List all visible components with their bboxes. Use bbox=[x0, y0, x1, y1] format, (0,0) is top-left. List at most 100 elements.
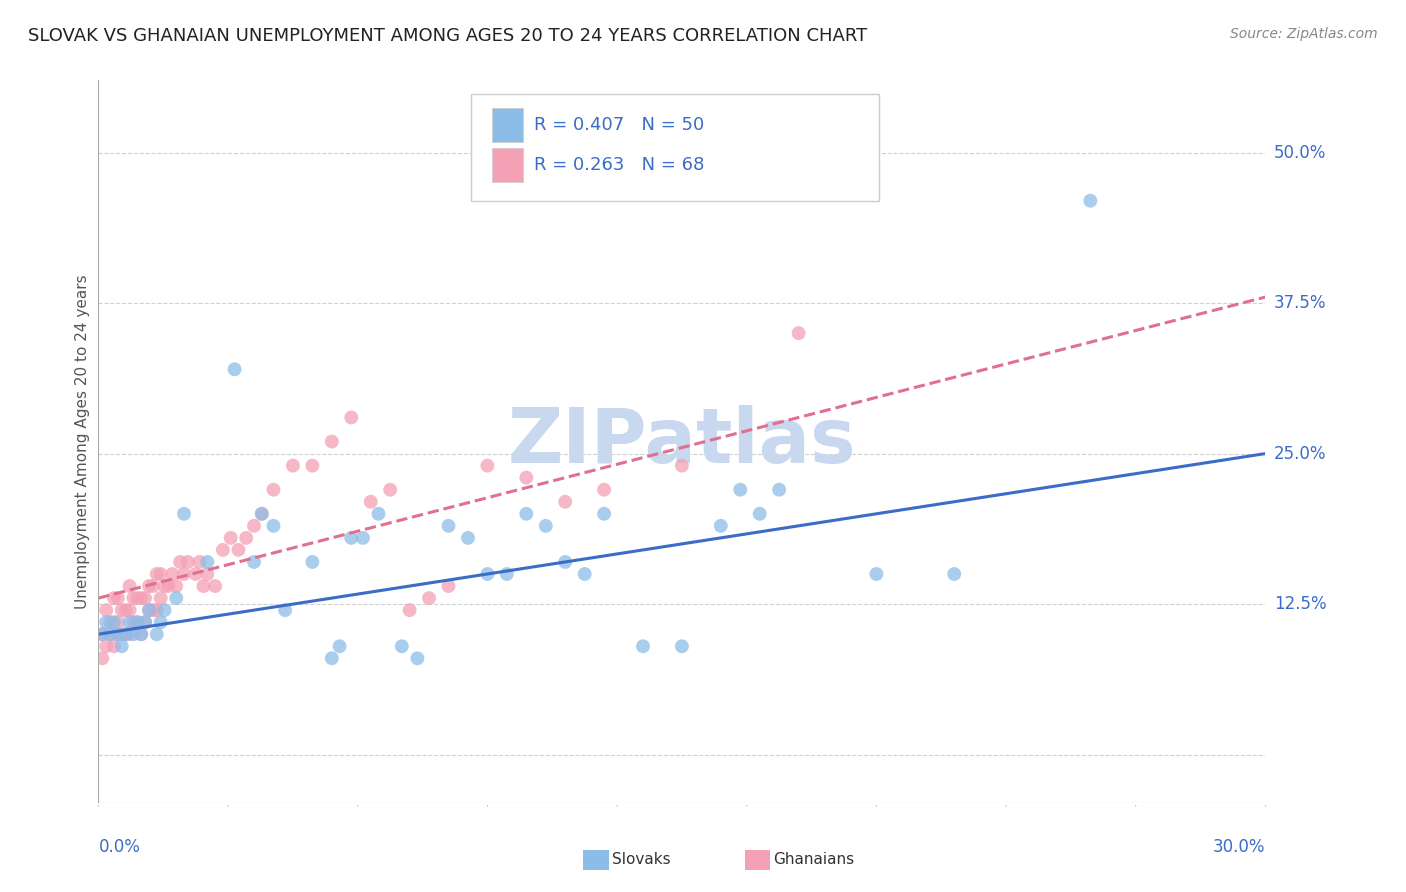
Point bbox=[380, 483, 402, 497]
Point bbox=[1080, 194, 1102, 208]
Point bbox=[107, 627, 129, 641]
Point bbox=[91, 627, 114, 641]
Point bbox=[177, 555, 200, 569]
Point bbox=[391, 639, 413, 653]
Point bbox=[138, 603, 160, 617]
Point bbox=[496, 567, 519, 582]
Point bbox=[118, 615, 141, 630]
Point bbox=[91, 651, 114, 665]
Point bbox=[173, 507, 195, 521]
Point bbox=[195, 555, 218, 569]
Point bbox=[710, 519, 733, 533]
Text: 12.5%: 12.5% bbox=[1274, 595, 1326, 613]
Point bbox=[340, 410, 363, 425]
Point bbox=[188, 555, 211, 569]
Point bbox=[262, 483, 284, 497]
Point bbox=[129, 627, 152, 641]
Text: 37.5%: 37.5% bbox=[1274, 294, 1326, 312]
Point bbox=[250, 507, 273, 521]
Text: 30.0%: 30.0% bbox=[1213, 838, 1265, 855]
Point bbox=[262, 519, 284, 533]
Text: ZIPatlas: ZIPatlas bbox=[508, 405, 856, 478]
Point bbox=[114, 627, 136, 641]
Point bbox=[243, 555, 266, 569]
Point bbox=[437, 579, 460, 593]
Point bbox=[301, 458, 323, 473]
Point bbox=[153, 603, 176, 617]
Point bbox=[212, 542, 235, 557]
Point bbox=[228, 542, 250, 557]
Point bbox=[103, 591, 125, 606]
Text: SLOVAK VS GHANAIAN UNEMPLOYMENT AMONG AGES 20 TO 24 YEARS CORRELATION CHART: SLOVAK VS GHANAIAN UNEMPLOYMENT AMONG AG… bbox=[28, 27, 868, 45]
Point bbox=[437, 519, 460, 533]
Point bbox=[107, 615, 129, 630]
Point bbox=[235, 531, 257, 545]
Point bbox=[111, 603, 134, 617]
Point bbox=[406, 651, 429, 665]
Point bbox=[219, 531, 242, 545]
Point bbox=[515, 507, 537, 521]
Point bbox=[748, 507, 770, 521]
Point bbox=[98, 627, 121, 641]
Point bbox=[329, 639, 352, 653]
Point bbox=[138, 579, 160, 593]
Point bbox=[96, 639, 118, 653]
Point bbox=[593, 483, 616, 497]
Point bbox=[134, 615, 156, 630]
Point bbox=[477, 458, 499, 473]
Text: 25.0%: 25.0% bbox=[1274, 444, 1326, 463]
Point bbox=[111, 627, 134, 641]
Point bbox=[107, 591, 129, 606]
Y-axis label: Unemployment Among Ages 20 to 24 years: Unemployment Among Ages 20 to 24 years bbox=[75, 274, 90, 609]
Point bbox=[477, 567, 499, 582]
Point bbox=[515, 471, 537, 485]
Point bbox=[321, 651, 343, 665]
Point bbox=[593, 507, 616, 521]
Point bbox=[134, 615, 156, 630]
Point bbox=[671, 458, 693, 473]
Point bbox=[321, 434, 343, 449]
Point bbox=[418, 591, 440, 606]
Point bbox=[165, 591, 187, 606]
Point bbox=[162, 567, 184, 582]
Point bbox=[118, 579, 141, 593]
Point bbox=[98, 615, 121, 630]
Point bbox=[127, 615, 149, 630]
Point bbox=[142, 579, 165, 593]
Text: 0.0%: 0.0% bbox=[98, 838, 141, 855]
Point bbox=[122, 615, 145, 630]
Point bbox=[142, 603, 165, 617]
Point bbox=[352, 531, 374, 545]
Text: Source: ZipAtlas.com: Source: ZipAtlas.com bbox=[1230, 27, 1378, 41]
Point bbox=[173, 567, 195, 582]
Point bbox=[146, 627, 169, 641]
Point bbox=[122, 627, 145, 641]
Point bbox=[127, 615, 149, 630]
Point bbox=[768, 483, 790, 497]
Point bbox=[149, 567, 172, 582]
Text: R = 0.263   N = 68: R = 0.263 N = 68 bbox=[534, 156, 704, 174]
Point bbox=[157, 579, 180, 593]
Point bbox=[274, 603, 297, 617]
Point bbox=[865, 567, 887, 582]
Point bbox=[169, 555, 191, 569]
Point bbox=[107, 627, 129, 641]
Point bbox=[96, 603, 118, 617]
Point bbox=[340, 531, 363, 545]
Point bbox=[134, 591, 156, 606]
Point bbox=[193, 579, 215, 593]
Point bbox=[149, 591, 172, 606]
Point bbox=[195, 567, 218, 582]
Point bbox=[554, 555, 576, 569]
Point bbox=[243, 519, 266, 533]
Point bbox=[671, 639, 693, 653]
Point bbox=[165, 579, 187, 593]
Point bbox=[367, 507, 389, 521]
Point bbox=[118, 603, 141, 617]
Point bbox=[118, 627, 141, 641]
Point bbox=[204, 579, 226, 593]
Point bbox=[534, 519, 557, 533]
Point bbox=[129, 627, 152, 641]
Point bbox=[138, 603, 160, 617]
Point bbox=[114, 603, 136, 617]
